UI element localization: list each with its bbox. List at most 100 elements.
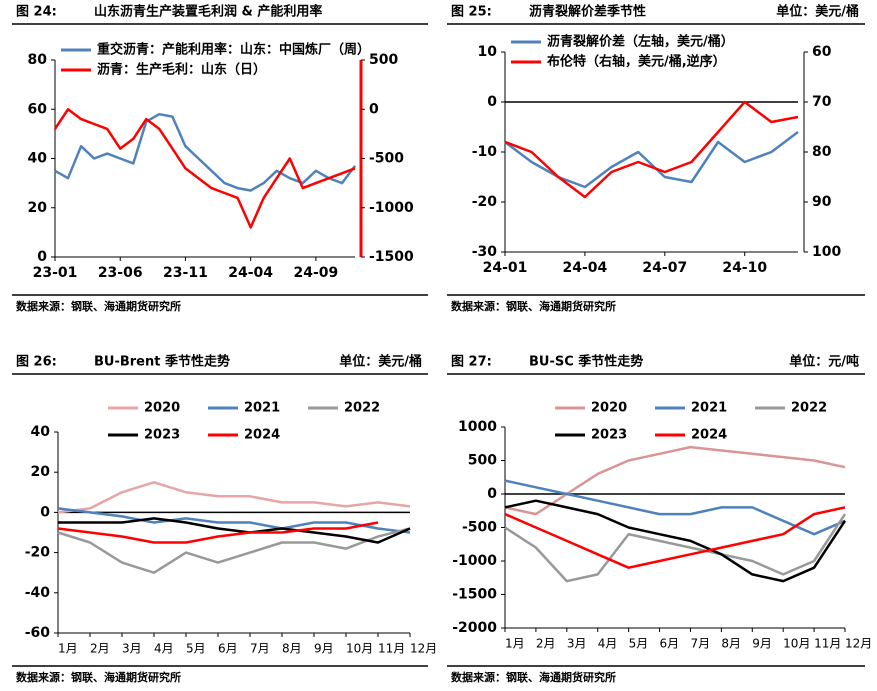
y-tick-label: 20 — [28, 200, 48, 216]
x-tick-label: 23-11 — [163, 265, 208, 281]
legend-label: 2022 — [791, 401, 827, 416]
y-tick-label: 0 — [487, 486, 497, 502]
y-tick-label: -40 — [25, 585, 51, 601]
x-tick-label: 4月 — [598, 637, 618, 651]
series-line — [54, 112, 356, 192]
x-tick-label: 5月 — [629, 637, 649, 651]
legend-label: 2020 — [591, 401, 627, 416]
x-tick-label: 4月 — [154, 642, 174, 656]
legend-label: 沥青裂解价差（左轴，美元/桶） — [547, 34, 734, 50]
series-line — [504, 479, 846, 536]
series-line — [504, 506, 846, 569]
legend-label: 重交沥青：产能利用率：山东：中国炼厂（周） — [97, 42, 370, 58]
y-tick-label: 60 — [28, 101, 48, 117]
x-tick-label: 24-07 — [642, 260, 687, 276]
series-line — [57, 507, 411, 534]
series-line — [57, 527, 411, 574]
y2-tick-label: -1500 — [369, 249, 414, 265]
y-tick-label: -1500 — [452, 587, 497, 603]
series-line — [504, 445, 846, 516]
y-tick-label: 1000 — [458, 419, 497, 435]
x-tick-label: 12月 — [410, 642, 437, 656]
x-tick-label: 3月 — [567, 637, 587, 651]
chart-title: BU-SC 季节性走势 — [529, 354, 643, 370]
x-tick-label: 6月 — [660, 637, 680, 651]
series-line — [504, 100, 799, 199]
y-tick-label: -20 — [472, 194, 498, 210]
legend-label: 2021 — [691, 401, 727, 416]
figure-label: 图 25: — [451, 5, 492, 20]
x-tick-label: 7月 — [690, 637, 710, 651]
y2-tick-label: -500 — [369, 151, 404, 167]
series-line — [504, 513, 847, 583]
y-tick-label: -2000 — [452, 620, 497, 636]
y2-tick-label: 90 — [812, 194, 832, 210]
source-note: 数据来源：钢联、海通期货研究所 — [451, 299, 616, 313]
x-tick-label: 1月 — [58, 642, 78, 656]
series-line — [57, 521, 379, 544]
y2-tick-label: 80 — [812, 144, 832, 160]
x-tick-label: 8月 — [721, 637, 741, 651]
series-line — [53, 108, 356, 229]
source-note: 数据来源：钢联、海通期货研究所 — [16, 670, 181, 684]
y-tick-label: 500 — [468, 453, 497, 469]
x-tick-label: 24-04 — [563, 260, 608, 276]
y-tick-label: -500 — [462, 520, 497, 536]
chart-title: BU-Brent 季节性走势 — [94, 354, 230, 370]
unit-label: 单位：美元/桶 — [339, 354, 422, 370]
y-tick-label: -20 — [25, 545, 51, 561]
x-tick-label: 10月 — [346, 642, 373, 656]
legend-label: 2024 — [244, 428, 280, 443]
series-line — [504, 131, 799, 189]
legend-label: 2023 — [144, 428, 180, 443]
y-tick-label: -10 — [472, 144, 498, 160]
unit-label: 单位：美元/桶 — [776, 4, 859, 20]
legend-label: 布伦特（右轴，美元/桶,逆序） — [547, 54, 726, 70]
y-tick-label: 0 — [40, 504, 50, 520]
x-tick-label: 9月 — [752, 637, 772, 651]
y-tick-label: 10 — [478, 44, 498, 60]
figure-label: 图 24: — [16, 5, 57, 20]
source-note: 数据来源：钢联、海通期货研究所 — [451, 670, 616, 684]
x-tick-label: 11月 — [814, 637, 841, 651]
x-tick-label: 8月 — [282, 642, 302, 656]
legend-label: 2021 — [244, 401, 280, 416]
series-line — [504, 499, 847, 583]
chart-title: 沥青裂解价差季节性 — [529, 4, 646, 20]
x-tick-label: 6月 — [218, 642, 238, 656]
y-tick-label: 80 — [28, 52, 48, 68]
y2-tick-label: 0 — [369, 101, 379, 117]
x-tick-label: 12月 — [845, 637, 872, 651]
unit-label: 单位：元/吨 — [789, 354, 859, 370]
legend-label: 沥青：生产毛利：山东（日） — [97, 62, 266, 78]
x-tick-label: 2月 — [90, 642, 110, 656]
x-tick-label: 24-04 — [228, 265, 273, 281]
x-tick-label: 24-09 — [293, 265, 338, 281]
y2-tick-label: 70 — [812, 94, 832, 110]
source-note: 数据来源：钢联、海通期货研究所 — [16, 299, 181, 313]
y-tick-label: -1000 — [452, 553, 497, 569]
y-tick-label: -30 — [472, 244, 498, 260]
y2-tick-label: 500 — [369, 52, 398, 68]
x-tick-label: 24-10 — [722, 260, 767, 276]
y-tick-label: 40 — [31, 424, 51, 440]
y-tick-label: -60 — [25, 625, 51, 641]
series-line — [58, 517, 411, 544]
legend-label: 2023 — [591, 428, 627, 443]
y2-tick-label: -1000 — [369, 200, 414, 216]
y-tick-label: 20 — [31, 464, 51, 480]
y-tick-label: 40 — [28, 151, 48, 167]
x-tick-label: 11月 — [378, 642, 405, 656]
legend-label: 2020 — [144, 401, 180, 416]
y-tick-label: 0 — [487, 94, 497, 110]
x-tick-label: 2月 — [536, 637, 556, 651]
x-tick-label: 23-01 — [33, 265, 78, 281]
y2-tick-label: 100 — [812, 244, 841, 260]
x-tick-label: 24-01 — [483, 260, 528, 276]
legend-label: 2022 — [344, 401, 380, 416]
chart-title: 山东沥青生产装置毛利润 & 产能利用率 — [94, 4, 322, 20]
x-tick-label: 10月 — [783, 637, 810, 651]
x-tick-label: 23-06 — [98, 265, 143, 281]
x-tick-label: 5月 — [186, 642, 206, 656]
